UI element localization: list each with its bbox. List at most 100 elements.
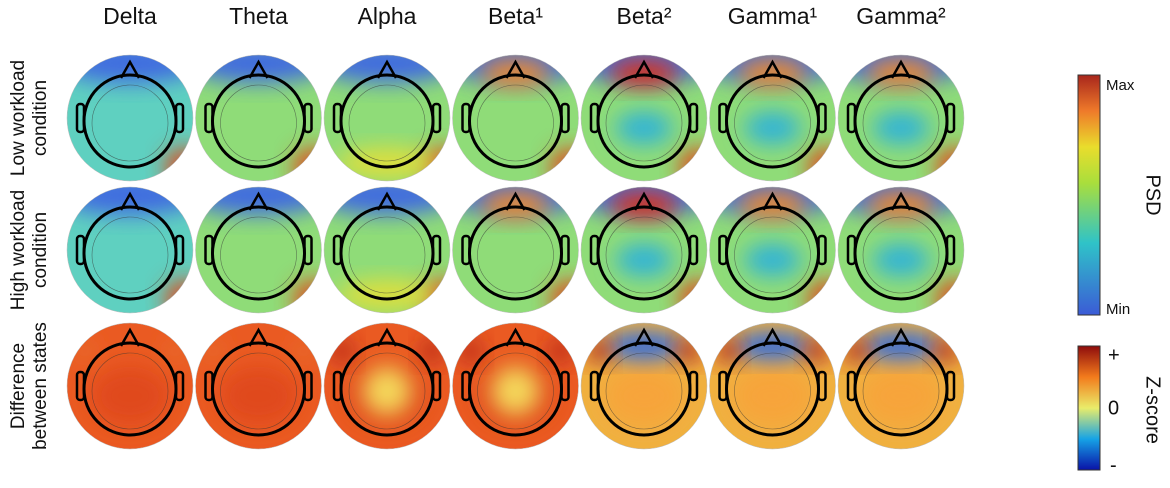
ear [303, 102, 313, 134]
ear [332, 102, 343, 134]
topomap-region [218, 366, 299, 426]
nose [376, 59, 398, 79]
ear [75, 234, 86, 266]
contour [734, 84, 811, 162]
nose [762, 59, 783, 79]
topomap-region [337, 280, 437, 310]
topomap [195, 323, 322, 449]
ear [461, 102, 471, 134]
ear [589, 102, 600, 134]
colorbar-max: Max [1106, 77, 1135, 94]
topomap-region [362, 366, 412, 416]
contour [605, 84, 683, 162]
colorbar-title: Z-score [1142, 376, 1164, 444]
nose [376, 327, 398, 347]
row-label: Low workloadcondition [8, 60, 51, 176]
ear [204, 370, 214, 402]
ear [688, 234, 699, 266]
topomap-region [616, 244, 672, 276]
topomap-region [422, 280, 450, 313]
nose [633, 327, 655, 347]
ear [688, 102, 699, 134]
ear [174, 370, 185, 402]
topomap-region [422, 148, 450, 181]
contour [862, 216, 940, 294]
ear [945, 234, 956, 266]
topomap-region [550, 280, 579, 313]
ear [75, 370, 86, 402]
topomap-edge [837, 322, 965, 450]
contour [477, 84, 554, 162]
topomap-region [609, 59, 679, 87]
ear [431, 102, 442, 134]
colorbar-min: Min [1106, 301, 1130, 318]
nose [119, 191, 141, 211]
topomap-edge [580, 54, 708, 182]
topomap-region [165, 148, 193, 181]
column-title: Gamma¹ [728, 3, 818, 29]
nose [248, 327, 269, 347]
topomap-region [604, 332, 684, 360]
topomap-region [337, 148, 437, 178]
ear [303, 234, 313, 266]
row-label-line: between states [30, 322, 51, 450]
row-label-line: Difference [8, 343, 29, 429]
nose [890, 191, 912, 211]
topomap-region [866, 59, 936, 87]
topomap-region [873, 244, 929, 276]
ear [817, 370, 827, 402]
topomap-region [90, 366, 170, 426]
topomap-region [609, 191, 679, 219]
topomap-edge [837, 54, 965, 182]
contour [862, 84, 940, 162]
topomap-region [732, 332, 813, 360]
topomap-edge [452, 54, 579, 182]
topomap-edge [452, 322, 579, 450]
topomap-region [861, 366, 941, 426]
contour [348, 352, 426, 430]
ear [945, 102, 956, 134]
topomap-edge [709, 186, 836, 314]
ear [846, 102, 857, 134]
topomap-grid [66, 54, 965, 450]
topomap-region [732, 366, 813, 426]
topomap-edge [580, 186, 708, 314]
ear [174, 234, 185, 266]
topomap-region [866, 191, 936, 219]
topomap-region [861, 332, 941, 360]
topomap-region [616, 112, 672, 144]
topomap-region [807, 280, 836, 313]
topomap-edge [323, 54, 451, 182]
topomap-edge [66, 54, 194, 182]
topomap-region [744, 112, 801, 144]
topomap-edge [195, 54, 322, 182]
column-title: Theta [229, 3, 288, 29]
topomap-edge [709, 322, 836, 450]
ear [431, 234, 442, 266]
contour [734, 352, 811, 430]
ear [945, 370, 956, 402]
topomap-edge [837, 186, 965, 314]
ear [204, 102, 214, 134]
topomap-region [936, 148, 964, 181]
topomap-region [737, 59, 808, 87]
nose [633, 59, 655, 79]
row-label-line: condition [30, 212, 51, 288]
topomap-region [807, 148, 836, 181]
column-title: Gamma² [856, 3, 946, 29]
contour [348, 216, 426, 294]
column-title: Alpha [358, 3, 417, 29]
contour [605, 352, 683, 430]
ear [332, 370, 343, 402]
ear [75, 102, 86, 134]
ear [589, 370, 600, 402]
nose [119, 59, 141, 79]
nose [890, 327, 912, 347]
ear [560, 234, 570, 266]
nose [505, 327, 526, 347]
ear [589, 234, 600, 266]
colorbar-title: PSD [1142, 174, 1164, 215]
contour [220, 84, 297, 162]
